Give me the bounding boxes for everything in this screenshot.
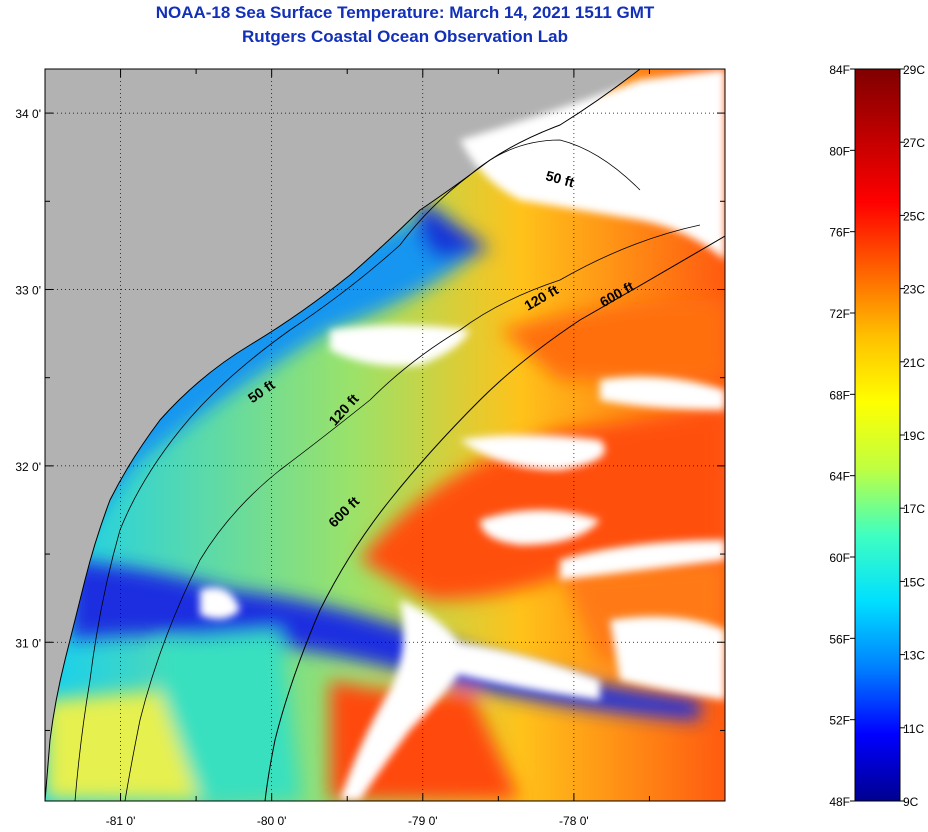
lat-tick-label: 31 0' [15,636,41,650]
map-subtitle: Rutgers Coastal Ocean Observation Lab [242,27,568,46]
isobath-120ft [124,224,701,801]
fahrenheit-label: 60F [829,551,850,565]
lat-tick-label: 32 0' [15,460,41,474]
fahrenheit-label: 72F [829,307,850,321]
isobath-label: 50 ft [544,167,576,190]
lon-tick-label: -79 0' [408,814,438,828]
celsius-label: 15C [903,575,925,589]
lat-tick-label: 33 0' [15,283,41,297]
fahrenheit-label: 64F [829,470,850,484]
axis-ticks: -81 0' -80 0' -79 0' -78 0' 34 0' 33 0' 32 0' 3… [15,69,725,828]
lon-tick-label: -80 0' [257,814,287,828]
map-title: NOAA-18 Sea Surface Temperature: March 1… [155,3,655,22]
celsius-label: 23C [903,283,925,297]
coastline [45,69,641,801]
fahrenheit-label: 84F [829,63,850,77]
celsius-label: 25C [903,209,925,223]
fahrenheit-label: 80F [829,144,850,158]
fahrenheit-label: 68F [829,388,850,402]
celsius-label: 27C [903,136,925,150]
lon-tick-label: -78 0' [559,814,589,828]
fahrenheit-label: 76F [829,226,850,240]
colorbar-scale [854,68,901,802]
land-area [45,69,640,801]
map-frame [44,68,726,802]
lon-tick-label: -81 0' [106,814,136,828]
celsius-label: 21C [903,356,925,370]
celsius-label: 9C [903,795,919,809]
celsius-label: 13C [903,649,925,663]
celsius-label: 11C [903,722,924,736]
cloud-cover [200,69,725,800]
fahrenheit-label: 52F [829,714,850,728]
colorbar-ticks: 29C 27C 25C 23C 21C 19C 17C 15C 13C 11C 9C 84F 80F 76… [829,63,925,809]
celsius-label: 19C [903,429,925,443]
isobath-50ft [74,139,641,801]
isobath-600ft [264,235,725,801]
fahrenheit-label: 48F [829,795,850,809]
graticule [45,69,725,801]
celsius-label: 17C [903,502,925,516]
fahrenheit-label: 56F [829,632,850,646]
lat-tick-label: 34 0' [15,107,41,121]
celsius-label: 29C [903,63,925,77]
